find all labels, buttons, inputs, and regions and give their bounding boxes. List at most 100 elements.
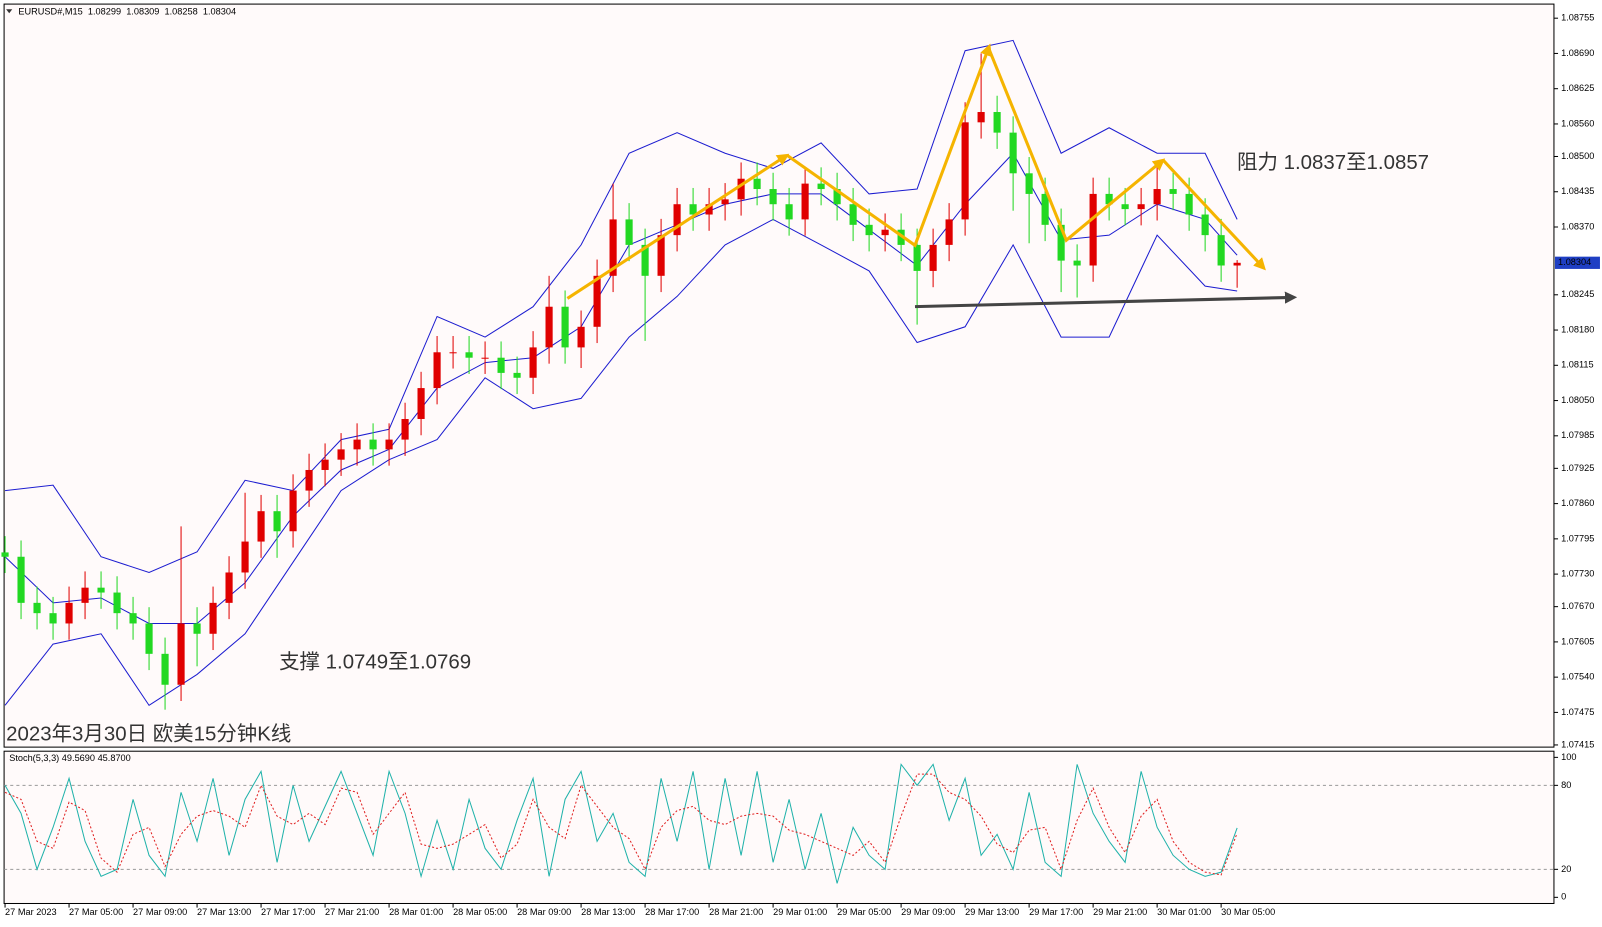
x-tick-label: 27 Mar 2023 [5,907,57,917]
header-open: 1.08299 [88,7,121,17]
candle-body [641,244,649,276]
candle-body [817,183,825,190]
candle-body [1217,235,1225,266]
header-close: 1.08304 [203,7,236,17]
candle-body [1041,193,1049,225]
stoch-line [4,773,1238,876]
candle-body [737,178,745,200]
y-tick-label: 1.08370 [1561,221,1594,231]
candle-body [145,623,153,654]
y-tick-label: 1.07795 [1561,533,1594,543]
support-arrow [914,291,1298,309]
y-tick-label: 1.07605 [1561,636,1594,646]
x-tick-label: 27 Mar 13:00 [197,907,251,917]
candle-body [1121,204,1129,210]
y-tick-label: 1.08435 [1561,186,1594,196]
candle-body [609,219,617,276]
symbol: EURUSD#,M15 [18,7,82,17]
candle-body [209,602,217,634]
candle-body [65,602,73,624]
candle-body [113,592,121,614]
candle-body [673,204,681,236]
y-tick-label: 1.08245 [1561,289,1594,299]
candle-body [945,219,953,245]
y-tick-label: 1.07730 [1561,569,1594,579]
y-tick-label: 1.08115 [1561,360,1594,370]
candle-body [833,189,841,205]
x-tick-label: 30 Mar 05:00 [1221,907,1275,917]
candle-body [81,587,89,603]
candle-body [1153,189,1161,205]
candle-body [993,112,1001,133]
candle-body [497,357,505,373]
candle-body [305,469,313,491]
chart-title: 2023年3月30日 欧美15分钟K线 [6,722,291,745]
candle-body [865,224,873,236]
candle-body [369,439,377,450]
candle-body [1025,173,1033,194]
stoch-line [4,763,1238,884]
candle-body [321,459,329,470]
candle-body [785,204,793,220]
y-tick-label: 1.07540 [1561,672,1594,682]
candle-body [1057,224,1065,261]
x-tick-label: 29 Mar 17:00 [1029,907,1083,917]
candle-body [913,244,921,271]
candle-body [577,326,585,348]
candle-body [241,541,249,573]
band-line [4,218,1238,707]
main-panel [3,3,1555,748]
x-tick-label: 27 Mar 09:00 [133,907,187,917]
header-low: 1.08258 [165,7,198,17]
y-tick-label: 1.08690 [1561,48,1594,58]
x-tick-label: 28 Mar 05:00 [453,907,507,917]
y-tick-label: 1.08180 [1561,324,1594,334]
y-tick-label: 1.07925 [1561,463,1594,473]
x-tick-label: 28 Mar 21:00 [709,907,763,917]
x-tick-label: 28 Mar 01:00 [389,907,443,917]
candle-body [273,511,281,532]
candle-body [257,511,265,542]
candle-body [1073,260,1081,266]
candle-body [753,178,761,190]
stoch-title: Stoch(5,3,3) 49.5690 45.8700 [9,753,131,763]
y-tick-label: 1.07670 [1561,601,1594,611]
candle-body [49,613,57,624]
candle-body [1185,193,1193,215]
candle-body [849,204,857,225]
y-tick-label: 1.07415 [1561,739,1594,749]
candle-body [193,623,201,634]
candle-body [721,199,729,205]
x-tick-label: 29 Mar 21:00 [1093,907,1147,917]
candle-body [561,306,569,348]
candle-body [353,439,361,450]
x-tick-label: 28 Mar 13:00 [581,907,635,917]
trend-arrow [987,47,1166,243]
header-icon [6,9,13,14]
header-high: 1.08309 [126,7,159,17]
candle-body [481,357,489,359]
candle-body [657,235,665,276]
x-tick-label: 27 Mar 05:00 [69,907,123,917]
drawings [566,43,1298,309]
y-tick-label: 1.08560 [1561,118,1594,128]
candle-body [225,572,233,603]
x-tick-label: 27 Mar 21:00 [325,907,379,917]
candle-body [1089,193,1097,266]
y-tick-label: 1.08625 [1561,83,1594,93]
candle-body [1105,193,1113,205]
y-tick-label: 20 [1561,864,1571,874]
x-tick-label: 30 Mar 01:00 [1157,907,1211,917]
candle-body [129,613,137,624]
x-tick-label: 29 Mar 09:00 [901,907,955,917]
candle-body [977,112,985,123]
candle-body [593,275,601,327]
candle-body [529,347,537,378]
candle-body [177,623,185,685]
y-tick-label: 1.07985 [1561,430,1594,440]
candle-body [929,244,937,271]
candle-body [17,556,25,603]
candle-body [1169,189,1177,194]
candle-body [705,204,713,215]
